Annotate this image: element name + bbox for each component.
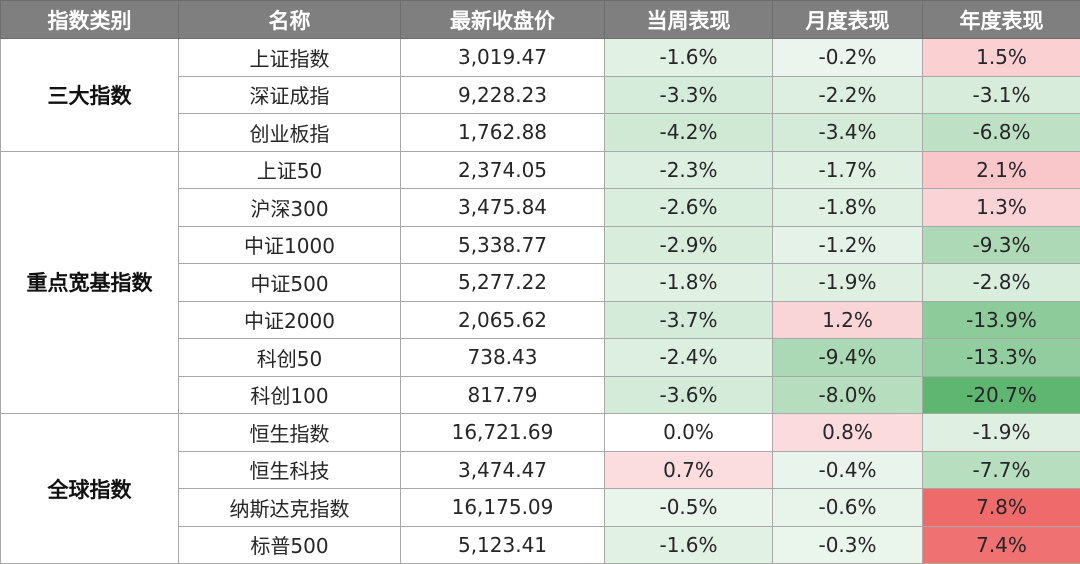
close-price-cell: 5,338.77 — [401, 226, 605, 264]
close-price-cell: 5,277.22 — [401, 264, 605, 302]
category-cell: 重点宽基指数 — [1, 151, 179, 414]
category-cell: 全球指数 — [1, 414, 179, 564]
month-performance-cell: -3.4% — [773, 114, 923, 152]
name-cell: 创业板指 — [179, 114, 401, 152]
header-category: 指数类别 — [1, 1, 179, 39]
header-name: 名称 — [179, 1, 401, 39]
close-price-cell: 16,721.69 — [401, 414, 605, 452]
year-performance-cell: 2.1% — [923, 151, 1080, 189]
week-performance-cell: -4.2% — [605, 114, 773, 152]
close-price-cell: 3,019.47 — [401, 39, 605, 77]
close-price-cell: 3,475.84 — [401, 189, 605, 227]
month-performance-cell: -0.3% — [773, 526, 923, 564]
month-performance-cell: 1.2% — [773, 301, 923, 339]
name-cell: 科创100 — [179, 376, 401, 414]
month-performance-cell: -1.9% — [773, 264, 923, 302]
year-performance-cell: -1.9% — [923, 414, 1080, 452]
header-year: 年度表现 — [923, 1, 1080, 39]
month-performance-cell: -0.2% — [773, 39, 923, 77]
close-price-cell: 5,123.41 — [401, 526, 605, 564]
year-performance-cell: 1.5% — [923, 39, 1080, 77]
month-performance-cell: -0.4% — [773, 451, 923, 489]
week-performance-cell: -3.3% — [605, 76, 773, 114]
week-performance-cell: 0.0% — [605, 414, 773, 452]
month-performance-cell: -1.8% — [773, 189, 923, 227]
week-performance-cell: -3.6% — [605, 376, 773, 414]
header-week: 当周表现 — [605, 1, 773, 39]
close-price-cell: 2,374.05 — [401, 151, 605, 189]
close-price-cell: 1,762.88 — [401, 114, 605, 152]
header-row: 指数类别 名称 最新收盘价 当周表现 月度表现 年度表现 — [1, 1, 1080, 39]
week-performance-cell: -0.5% — [605, 489, 773, 527]
month-performance-cell: -9.4% — [773, 339, 923, 377]
header-close: 最新收盘价 — [401, 1, 605, 39]
month-performance-cell: -1.2% — [773, 226, 923, 264]
week-performance-cell: -2.6% — [605, 189, 773, 227]
name-cell: 恒生科技 — [179, 451, 401, 489]
week-performance-cell: -1.6% — [605, 39, 773, 77]
year-performance-cell: -20.7% — [923, 376, 1080, 414]
week-performance-cell: 0.7% — [605, 451, 773, 489]
header-month: 月度表现 — [773, 1, 923, 39]
name-cell: 中证500 — [179, 264, 401, 302]
name-cell: 中证2000 — [179, 301, 401, 339]
name-cell: 沪深300 — [179, 189, 401, 227]
year-performance-cell: -7.7% — [923, 451, 1080, 489]
close-price-cell: 738.43 — [401, 339, 605, 377]
close-price-cell: 16,175.09 — [401, 489, 605, 527]
name-cell: 恒生指数 — [179, 414, 401, 452]
table-header: 指数类别 名称 最新收盘价 当周表现 月度表现 年度表现 — [1, 1, 1080, 39]
close-price-cell: 9,228.23 — [401, 76, 605, 114]
month-performance-cell: -2.2% — [773, 76, 923, 114]
name-cell: 纳斯达克指数 — [179, 489, 401, 527]
year-performance-cell: 1.3% — [923, 189, 1080, 227]
close-price-cell: 817.79 — [401, 376, 605, 414]
year-performance-cell: -9.3% — [923, 226, 1080, 264]
year-performance-cell: -13.9% — [923, 301, 1080, 339]
year-performance-cell: -13.3% — [923, 339, 1080, 377]
week-performance-cell: -2.9% — [605, 226, 773, 264]
month-performance-cell: -1.7% — [773, 151, 923, 189]
name-cell: 标普500 — [179, 526, 401, 564]
name-cell: 深证成指 — [179, 76, 401, 114]
week-performance-cell: -2.3% — [605, 151, 773, 189]
close-price-cell: 2,065.62 — [401, 301, 605, 339]
name-cell: 上证指数 — [179, 39, 401, 77]
week-performance-cell: -2.4% — [605, 339, 773, 377]
close-price-cell: 3,474.47 — [401, 451, 605, 489]
name-cell: 科创50 — [179, 339, 401, 377]
month-performance-cell: -0.6% — [773, 489, 923, 527]
week-performance-cell: -1.8% — [605, 264, 773, 302]
year-performance-cell: -2.8% — [923, 264, 1080, 302]
year-performance-cell: 7.4% — [923, 526, 1080, 564]
category-cell: 三大指数 — [1, 39, 179, 152]
year-performance-cell: -3.1% — [923, 76, 1080, 114]
week-performance-cell: -1.6% — [605, 526, 773, 564]
year-performance-cell: 7.8% — [923, 489, 1080, 527]
name-cell: 中证1000 — [179, 226, 401, 264]
name-cell: 上证50 — [179, 151, 401, 189]
month-performance-cell: 0.8% — [773, 414, 923, 452]
month-performance-cell: -8.0% — [773, 376, 923, 414]
year-performance-cell: -6.8% — [923, 114, 1080, 152]
week-performance-cell: -3.7% — [605, 301, 773, 339]
